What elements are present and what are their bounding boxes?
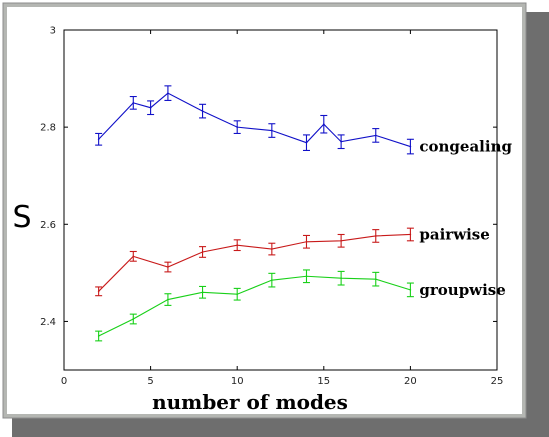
data-point <box>236 244 238 246</box>
data-point <box>305 141 308 144</box>
y-tick-label: 3 <box>50 26 56 37</box>
data-point <box>271 129 273 132</box>
error-bar <box>406 138 414 155</box>
error-bar <box>337 233 345 248</box>
axis-ticks: 0 5 10 15 20 25 2.4 2.6 2.8 3 <box>40 26 503 388</box>
x-tick-label: 10 <box>231 376 244 387</box>
data-point <box>236 126 238 128</box>
data-point <box>132 318 135 320</box>
error-bar <box>164 293 172 306</box>
error-bar <box>337 270 345 286</box>
series-line <box>98 233 411 292</box>
plot-area <box>63 29 498 371</box>
x-tick-label: 20 <box>404 376 417 387</box>
data-point <box>374 235 377 237</box>
y-axis-label: S <box>12 200 31 235</box>
error-bar <box>337 134 345 150</box>
data-point <box>323 123 325 126</box>
error-bar <box>302 269 310 284</box>
series-layer <box>95 85 414 342</box>
series-labels: congealing pairwise groupwise <box>419 138 512 299</box>
error-bar <box>233 287 241 301</box>
data-point <box>132 255 135 258</box>
error-bar <box>268 242 276 256</box>
data-point <box>340 140 342 143</box>
x-tick-label: 15 <box>317 376 330 387</box>
series-line <box>98 275 411 337</box>
data-point <box>97 335 100 337</box>
x-axis-label: number of modes <box>152 390 348 414</box>
data-point <box>340 277 342 280</box>
data-point <box>374 278 377 280</box>
data-point <box>167 298 169 301</box>
y-tick-label: 2.4 <box>40 317 56 328</box>
error-bar <box>302 134 310 152</box>
data-point <box>201 110 204 112</box>
data-point <box>132 102 135 104</box>
series-label-congealing: congealing <box>419 138 512 156</box>
error-bar <box>129 313 137 325</box>
series-pairwise <box>95 227 414 297</box>
error-bar <box>164 85 172 101</box>
error-bar <box>406 227 414 242</box>
data-point <box>271 248 273 250</box>
data-point <box>374 134 377 137</box>
error-bar <box>129 250 137 262</box>
y-tick-label: 2.6 <box>40 220 56 231</box>
data-point <box>97 290 100 293</box>
error-bar <box>164 261 172 273</box>
data-point <box>149 106 152 109</box>
error-bar <box>199 285 207 299</box>
x-tick-label: 0 <box>61 376 67 387</box>
data-point <box>167 92 169 94</box>
data-point <box>201 251 204 253</box>
error-bar <box>199 103 207 119</box>
error-bar <box>406 282 414 298</box>
y-tick-label: 2.8 <box>40 123 56 134</box>
error-bar <box>268 123 276 138</box>
error-bar <box>320 114 328 134</box>
series-congealing <box>95 85 414 155</box>
series-label-groupwise: groupwise <box>419 281 505 299</box>
error-bar <box>199 246 207 258</box>
error-bar <box>95 132 103 146</box>
error-bar <box>233 239 241 252</box>
series-groupwise <box>95 269 414 342</box>
error-bar <box>129 95 137 110</box>
data-point <box>409 289 412 291</box>
error-bar <box>372 229 380 243</box>
data-point <box>409 145 412 148</box>
data-point <box>236 293 238 296</box>
data-point <box>340 240 342 242</box>
data-point <box>305 240 308 243</box>
data-point <box>167 266 169 268</box>
error-bar <box>95 286 103 297</box>
x-tick-label: 25 <box>491 376 504 387</box>
error-bar <box>372 271 380 287</box>
series-line <box>98 92 411 148</box>
x-tick-label: 5 <box>147 376 153 387</box>
error-bar <box>233 120 241 135</box>
error-bar <box>302 234 310 249</box>
series-label-pairwise: pairwise <box>419 225 489 243</box>
data-point <box>97 138 100 141</box>
error-bar <box>268 272 276 288</box>
data-point <box>201 291 204 294</box>
error-bar <box>95 330 103 342</box>
data-point <box>305 275 308 278</box>
error-bar <box>147 100 155 116</box>
data-point <box>409 233 412 236</box>
data-point <box>271 279 273 281</box>
error-bar <box>372 128 380 143</box>
